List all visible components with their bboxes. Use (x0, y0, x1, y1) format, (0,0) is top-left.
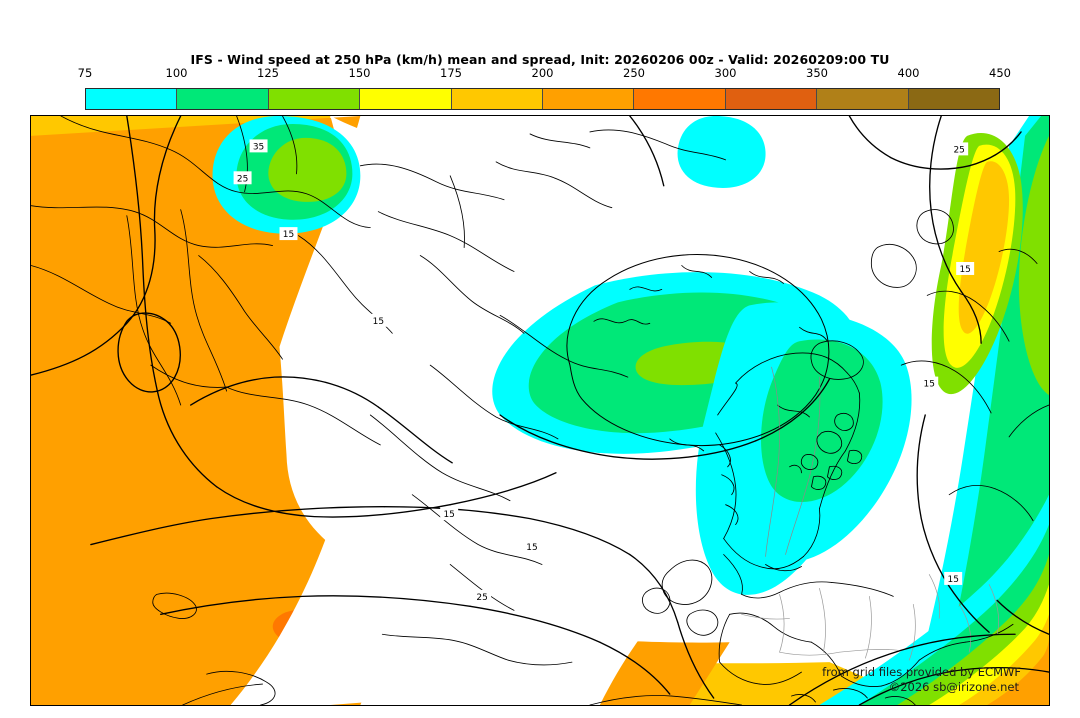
contour-label-15: 15 (924, 380, 935, 390)
contour-label-25: 25 (476, 593, 487, 603)
colorbar-segment-100-125 (177, 89, 269, 109)
contour-label-15: 15 (526, 543, 537, 553)
colorbar-segment-200-250 (543, 89, 635, 109)
contour-label-25: 25 (953, 145, 964, 155)
forecast-map[interactable]: 35 25 15 15 (30, 115, 1050, 706)
colorbar-tick-75: 75 (77, 66, 93, 80)
contour-label-25: 25 (237, 174, 248, 184)
colorbar-segment-75-100 (86, 89, 178, 109)
colorbar-tick-labels: 75 100 125 150 175 200 250 300 350 400 4… (78, 66, 1011, 84)
page-title: IFS - Wind speed at 250 hPa (km/h) mean … (190, 52, 890, 67)
colorbar-tick-125: 125 (257, 66, 279, 80)
colorbar-segment-400-450 (908, 89, 1000, 109)
contour-label-15: 15 (283, 230, 294, 240)
colorbar-segment-175-200 (451, 89, 544, 109)
colorbar-tick-250: 250 (623, 66, 645, 80)
colorbar-tick-450: 450 (989, 66, 1011, 80)
spread-contour-lines (31, 116, 1049, 705)
contour-labels: 35 25 15 15 (233, 139, 975, 603)
colorbar-segment-300-350 (725, 89, 818, 109)
contour-label-15: 15 (373, 317, 384, 327)
colorbar-tick-100: 100 (165, 66, 188, 80)
colorbar-tick-200: 200 (531, 66, 554, 80)
colorbar-segment-150-175 (360, 89, 452, 109)
colorbar-tick-400: 400 (897, 66, 920, 80)
contour-label-15: 15 (443, 510, 454, 520)
wind-speed-colorbar: 75 100 125 150 175 200 250 300 350 400 4… (78, 66, 1011, 110)
colorbar-tick-175: 175 (440, 66, 462, 80)
colorbar-tick-150: 150 (348, 66, 371, 80)
colorbar-segment-350-400 (817, 89, 909, 109)
colorbar-tick-350: 350 (806, 66, 828, 80)
colorbar-strip (85, 88, 1000, 110)
map-canvas: 35 25 15 15 (31, 116, 1049, 705)
contour-label-15: 15 (947, 575, 958, 585)
wind-speed-filled-contours (31, 116, 1049, 705)
contour-label-35: 35 (253, 142, 264, 152)
colorbar-tick-300: 300 (714, 66, 737, 80)
colorbar-segment-125-150 (268, 89, 361, 109)
contour-label-15: 15 (959, 265, 970, 275)
colorbar-segment-250-300 (634, 89, 726, 109)
